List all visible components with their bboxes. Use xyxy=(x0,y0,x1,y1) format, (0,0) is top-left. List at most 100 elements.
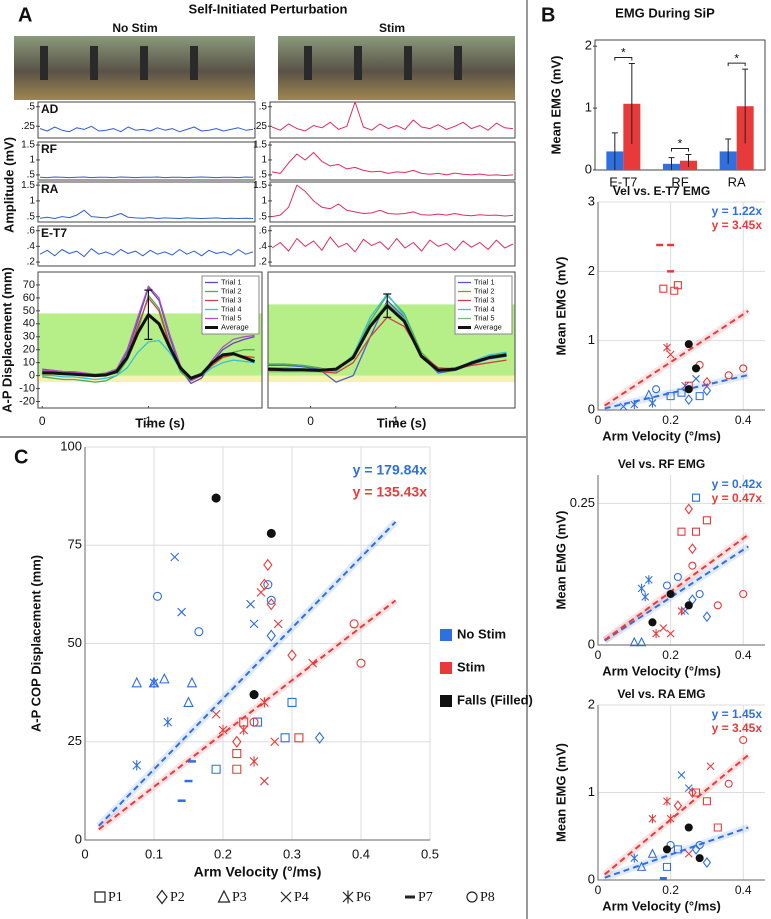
data-point xyxy=(239,717,249,727)
data-point xyxy=(688,543,697,555)
y-tick-label: 60 xyxy=(23,292,35,304)
data-point xyxy=(263,558,273,572)
data-point xyxy=(648,398,657,408)
legend-label: Falls (Filled) xyxy=(457,692,533,707)
fit-line xyxy=(98,599,397,831)
data-point xyxy=(636,861,647,871)
y-tick-label: 0 xyxy=(29,370,35,382)
axes xyxy=(84,447,430,841)
chart-title: Vel vs. RA EMG xyxy=(617,687,705,701)
y-tick-label: 0 xyxy=(585,161,592,176)
fit-line xyxy=(604,826,749,879)
x-tick-label: 0.5 xyxy=(421,846,439,861)
data-point xyxy=(673,845,682,854)
x-tick-label: 0.4 xyxy=(735,413,752,427)
data-point xyxy=(619,402,628,411)
legend-label: P6 xyxy=(356,890,371,905)
legend-label: Trial 4 xyxy=(474,304,495,313)
data-point xyxy=(249,619,259,629)
y-tick-label: .25 xyxy=(21,121,35,132)
data-point xyxy=(677,606,686,616)
x-tick-label: 0.1 xyxy=(145,846,163,861)
data-point xyxy=(637,583,646,593)
legend-label: Trial 4 xyxy=(221,304,242,313)
error-bar xyxy=(611,132,618,170)
fit-line xyxy=(604,545,749,642)
band xyxy=(38,375,262,383)
data-point xyxy=(266,528,276,538)
significance-label: * xyxy=(734,51,739,65)
data-point xyxy=(666,392,675,401)
data-point xyxy=(677,527,686,536)
data-point xyxy=(266,629,276,642)
error-bar xyxy=(668,157,675,170)
data-point xyxy=(666,350,675,359)
plot-frame xyxy=(37,181,256,223)
data-point xyxy=(666,589,675,599)
data-point xyxy=(677,771,686,779)
data-point xyxy=(270,737,280,747)
error-bar xyxy=(383,293,392,318)
y-tick-label: 100 xyxy=(60,438,82,453)
x-tick-label: 1 xyxy=(145,414,152,428)
fit-label: y = 1.22x xyxy=(712,204,763,218)
x-tick-label: 0 xyxy=(595,648,602,662)
legend-label: Trial 5 xyxy=(221,313,242,322)
column-header: No Stim xyxy=(112,21,157,35)
y-tick-label: 50 xyxy=(23,305,35,317)
y-tick-label: 1 xyxy=(29,196,35,207)
legend-label: No Stim xyxy=(457,626,506,641)
x-tick-label: 0.4 xyxy=(352,846,370,861)
x-tick-label: 0.4 xyxy=(735,883,752,897)
x-tick-label: 0 xyxy=(307,414,314,428)
x-tick-label: 0 xyxy=(595,883,602,897)
y-tick-label: 75 xyxy=(68,537,82,552)
y-tick-label: 70 xyxy=(23,279,35,291)
data-point xyxy=(232,764,242,774)
data-point xyxy=(260,697,269,708)
y-tick-label: -20 xyxy=(19,395,35,407)
x-tick-label: 1 xyxy=(392,414,399,428)
data-point xyxy=(684,385,693,394)
y-tick-label: .6 xyxy=(27,225,36,236)
y-tick-label: 2 xyxy=(588,263,595,278)
y-axis-label: A-P COP Displacement (mm) xyxy=(28,555,43,732)
data-point xyxy=(287,697,297,707)
trace-label: AD xyxy=(41,102,59,116)
y-tick-label: 25 xyxy=(68,733,82,748)
y-tick-label: 10 xyxy=(23,357,35,369)
data-point xyxy=(194,627,204,637)
series-line xyxy=(39,176,254,179)
data-point xyxy=(702,797,711,806)
data-point xyxy=(652,385,661,394)
data-point xyxy=(662,862,672,871)
data-point xyxy=(186,676,198,688)
legend-label: Trial 5 xyxy=(474,313,495,322)
plot-frame xyxy=(37,141,256,181)
legend-label: P7 xyxy=(418,890,433,905)
fit-line xyxy=(98,521,397,827)
y-axis-label: A-P Displacement (mm) xyxy=(0,267,14,413)
legend-label: Average xyxy=(221,322,249,331)
panel-label: B xyxy=(541,4,555,26)
y-tick-label: 0.25 xyxy=(570,495,595,510)
x-axis-label: Arm Velocity (°/ms) xyxy=(194,864,322,880)
y-axis-label: Mean EMG (mV) xyxy=(548,56,563,155)
y-tick-label: 0 xyxy=(588,401,595,416)
y-tick-label: 0 xyxy=(75,831,82,846)
x-tick-label: 0.2 xyxy=(662,413,679,427)
y-axis-label: Mean EMG (mV) xyxy=(553,743,568,842)
legend-label: Trial 1 xyxy=(474,277,495,286)
data-point xyxy=(684,601,693,610)
error-bar xyxy=(144,289,153,340)
data-point xyxy=(666,814,675,824)
legend-label: Stim xyxy=(457,659,485,674)
fit-label: y = 179.84x xyxy=(353,462,428,478)
data-point xyxy=(211,709,221,719)
data-point xyxy=(648,814,657,824)
y-tick-label: 1 xyxy=(585,100,592,115)
data-point xyxy=(648,618,657,627)
y-tick-label: .5 xyxy=(259,211,268,222)
plot-frame xyxy=(269,141,516,181)
error-bar xyxy=(725,138,732,164)
